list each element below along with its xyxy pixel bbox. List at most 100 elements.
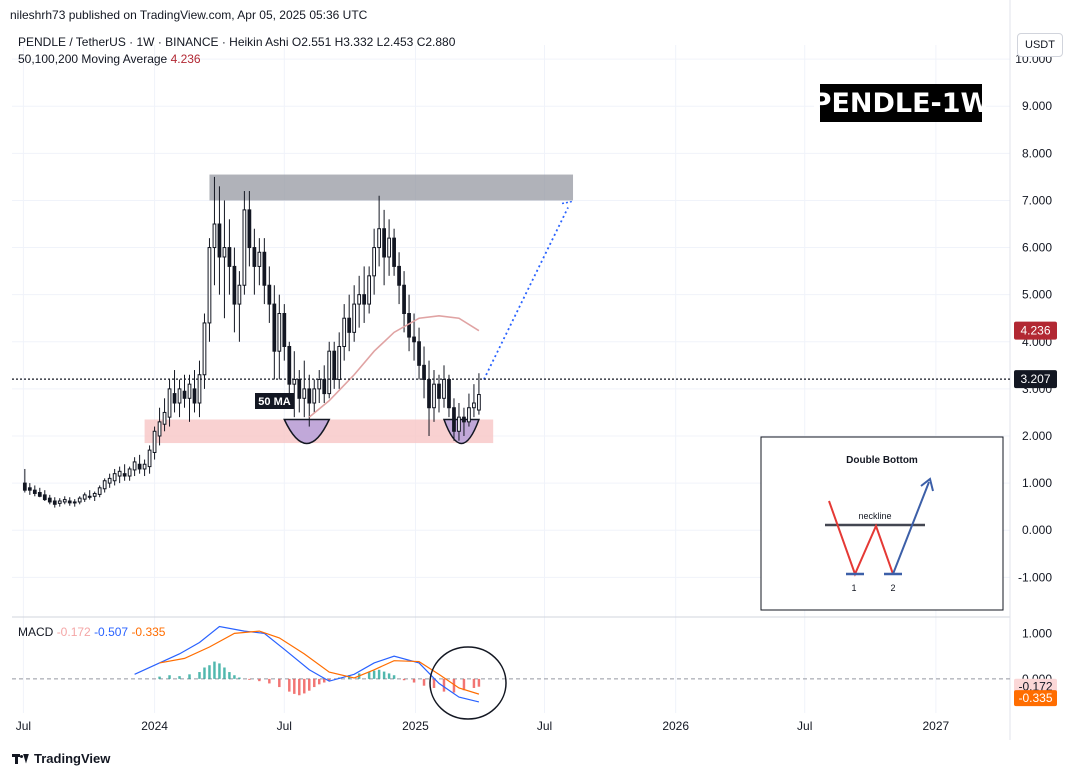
pattern-bottom1-label: 1 (851, 583, 856, 593)
macd-line (134, 625, 480, 703)
macd-histogram-bar (198, 672, 201, 679)
candle-up (142, 463, 147, 470)
price-tick-label: 2.000 (1022, 429, 1052, 443)
candle-down (192, 388, 197, 404)
time-tick-label: Jul (797, 719, 812, 733)
macd-histogram-bar (213, 661, 216, 679)
candle-up (292, 378, 297, 385)
macd-histogram-bar (248, 678, 251, 680)
candle-down (307, 388, 312, 404)
candle-down (452, 407, 456, 432)
candle-up (312, 388, 317, 404)
macd-histogram-bar (238, 677, 241, 679)
candle-down (447, 378, 451, 409)
time-tick-label: Jul (277, 719, 292, 733)
price-tick-label: 5.000 (1022, 288, 1052, 302)
macd-histogram-bar (387, 673, 391, 679)
macd-legend[interactable]: MACD -0.172 -0.507 -0.335 (18, 625, 165, 639)
macd-histogram-bar (372, 670, 376, 679)
candle-up (82, 494, 87, 500)
macd-histogram-bar (318, 678, 321, 685)
candle-down (37, 492, 42, 497)
candle-up (432, 383, 436, 409)
candlestick-series (22, 176, 481, 508)
candle-up (202, 322, 207, 376)
candle-up (467, 407, 471, 423)
candle-down (232, 265, 237, 305)
candle-down (227, 247, 232, 267)
candle-down (67, 500, 72, 504)
tradingview-logo-icon (12, 753, 30, 765)
candle-up (117, 470, 122, 477)
macd-histogram-bar (258, 678, 261, 682)
macd-histogram-bar (402, 678, 406, 681)
ma-annotation-bg (255, 393, 294, 409)
ma-annotation-label: 50 MA (258, 396, 290, 408)
ma-label: 50,100,200 Moving Average (18, 52, 168, 66)
macd-histogram-bar (168, 675, 171, 679)
last-price-badge (1014, 370, 1057, 389)
candle-up (277, 313, 282, 352)
candle-down (267, 284, 272, 305)
candle-down (402, 284, 406, 315)
candle-down (462, 416, 466, 423)
candle-down (332, 350, 337, 380)
candle-up (442, 378, 446, 399)
candle-up (102, 480, 107, 490)
macd-signal-badge-text: -0.335 (1018, 691, 1052, 705)
macd-histogram-bar (178, 676, 181, 679)
candle-up (207, 247, 212, 324)
currency-button[interactable]: USDT (1017, 33, 1063, 57)
candle-down (392, 237, 396, 267)
macd-histogram-bar (208, 665, 211, 679)
candle-down (182, 390, 187, 399)
candle-up (162, 411, 167, 425)
candle-down (87, 495, 92, 498)
price-axis: -1.0000.0001.0002.0003.0004.0005.0006.00… (1014, 52, 1057, 707)
symbol-line[interactable]: PENDLE / TetherUS · 1W · BINANCE · Heiki… (18, 35, 289, 49)
candle-up (112, 473, 117, 482)
candle-up (127, 468, 132, 477)
macd-histogram-bar (452, 678, 456, 693)
candle-up (57, 500, 62, 504)
footer-brand[interactable]: TradingView (12, 751, 110, 766)
macd-histogram-bar (462, 678, 466, 691)
price-tick-label: 8.000 (1022, 146, 1052, 160)
macd-pane (12, 625, 1010, 720)
macd-histogram-bar (223, 667, 226, 679)
candle-up (372, 247, 377, 277)
macd-histogram-bar (472, 678, 476, 688)
candle-down (297, 378, 302, 399)
candle-down (27, 487, 32, 491)
candle-up (317, 378, 322, 390)
macd-histogram-bar (303, 678, 306, 694)
ma-legend[interactable]: 50,100,200 Moving Average 4.236 (18, 52, 201, 66)
candle-up (152, 430, 157, 453)
ma50-line (308, 315, 480, 418)
ma-price-badge-text: 4.236 (1020, 324, 1050, 338)
candle-up (72, 501, 77, 504)
candle-down (322, 378, 327, 395)
overlay: 50 MA PENDLE-1W Double Bottom neckline 1 2 (12, 84, 1010, 611)
candle-down (217, 223, 222, 258)
candle-down (42, 494, 47, 501)
macd-histogram-bar (327, 678, 331, 682)
time-axis: Jul 2024 Jul 2025 Jul 2026 Jul 2027 (16, 719, 950, 733)
price-tick-label: -1.000 (1018, 570, 1052, 584)
pattern-w-red (828, 500, 894, 577)
candle-up (387, 237, 391, 258)
macd-histogram-bar (377, 669, 381, 679)
price-tick-label: 0.000 (1022, 523, 1052, 537)
candle-down (437, 383, 441, 399)
time-tick-label: Jul (537, 719, 552, 733)
candle-up (62, 499, 67, 503)
macd-histogram-bar (477, 678, 481, 687)
symbol-legend: PENDLE / TetherUS · 1W · BINANCE · Heiki… (18, 35, 455, 49)
macd-histogram-bar (298, 678, 301, 696)
candle-down (362, 294, 367, 305)
pattern-neckline-label: neckline (858, 511, 891, 521)
candle-up (257, 251, 262, 267)
candle-up (77, 497, 82, 503)
candle-up (242, 209, 247, 286)
